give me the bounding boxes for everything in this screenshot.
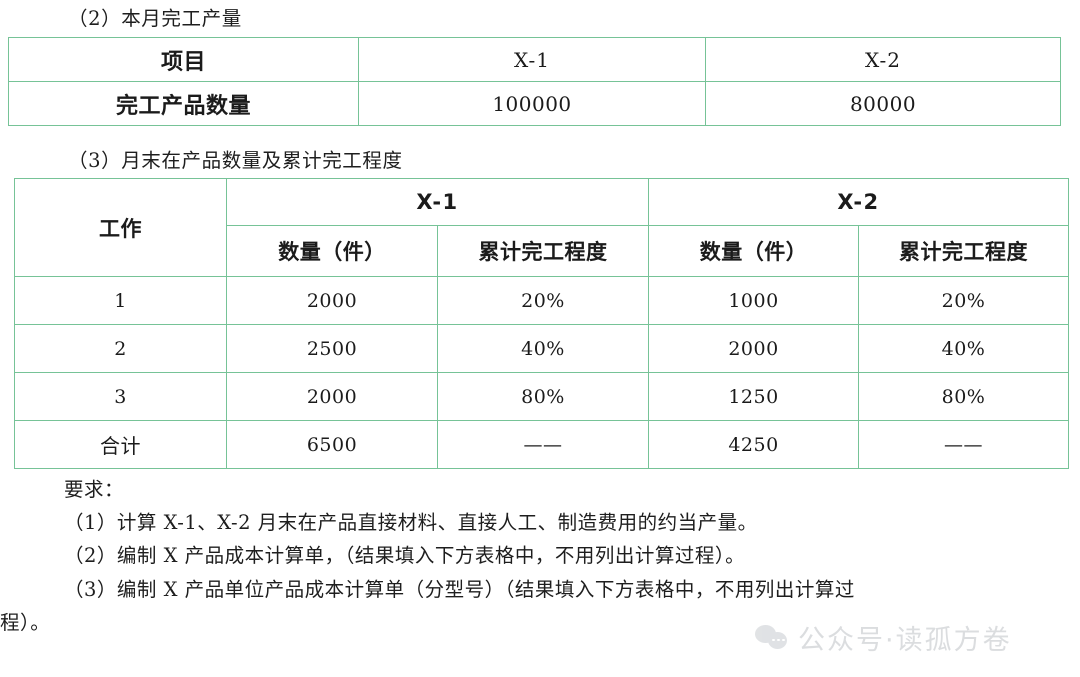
- row-label: 2: [14, 324, 227, 373]
- wip-quantity-completion-table: 工作 X-1 X-2 数量（件） 累计完工程度 数量（件） 累计完工程度 1 2…: [14, 178, 1069, 469]
- requirement-item-1: （1）计算 X-1、X-2 月末在产品直接材料、直接人工、制造费用的约当产量。: [64, 511, 758, 535]
- cell-x1-finished-qty: 100000: [358, 81, 706, 126]
- cell-x1-qty: 2500: [226, 324, 438, 373]
- table-header-row: 项目 X-1 X-2: [8, 37, 1061, 82]
- table-row: 2 2500 40% 2000 40%: [14, 324, 1069, 373]
- cell-x1-completion: 80%: [437, 372, 649, 421]
- requirement-item-2: （2）编制 X 产品成本计算单，（结果填入下方表格中，不用列出计算过程）。: [64, 544, 746, 568]
- subheader-x2-qty: 数量（件）: [648, 225, 859, 277]
- section-3-heading: （3）月末在产品数量及累计完工程度: [68, 149, 403, 172]
- cell-x2-completion: 20%: [858, 276, 1069, 325]
- cell-x1-qty: 2000: [226, 276, 438, 325]
- requirements-block: 要求： （1）计算 X-1、X-2 月末在产品直接材料、直接人工、制造费用的约当…: [0, 475, 1080, 641]
- subheader-x1-completion: 累计完工程度: [437, 225, 649, 277]
- table-row: 3 2000 80% 1250 80%: [14, 372, 1069, 421]
- requirement-item-3: （3）编制 X 产品单位产品成本计算单（分型号）（结果填入下方表格中，不用列出计…: [64, 577, 855, 601]
- cell-x2-completion: 40%: [858, 324, 1069, 373]
- row-label-finished-qty: 完工产品数量: [8, 81, 359, 126]
- subheader-x2-completion: 累计完工程度: [858, 225, 1069, 277]
- cell-x2-qty-total: 4250: [648, 420, 859, 469]
- header-cell-item: 项目: [8, 37, 359, 82]
- cell-x1-qty-total: 6500: [226, 420, 438, 469]
- requirement-item-3-continuation: 程）。: [0, 610, 51, 634]
- subheader-x1-qty: 数量（件）: [226, 225, 438, 277]
- cell-x1-completion: 20%: [437, 276, 649, 325]
- completed-output-table: 项目 X-1 X-2 完工产品数量 100000 80000: [8, 37, 1061, 126]
- group-header-x1: X-1: [226, 178, 649, 226]
- table-row: 完工产品数量 100000 80000: [8, 81, 1061, 126]
- header-cell-x1: X-1: [358, 37, 706, 82]
- table-row: 1 2000 20% 1000 20%: [14, 276, 1069, 325]
- row-label: 3: [14, 372, 227, 421]
- cell-x1-qty: 2000: [226, 372, 438, 421]
- table-total-row: 合计 6500 —— 4250 ——: [14, 420, 1069, 469]
- row-label-total: 合计: [14, 420, 227, 469]
- cell-x2-qty: 1250: [648, 372, 859, 421]
- header-cell-x2: X-2: [705, 37, 1061, 82]
- cell-x1-completion: 40%: [437, 324, 649, 373]
- cell-x2-qty: 2000: [648, 324, 859, 373]
- cell-x1-completion-total: ——: [437, 420, 649, 469]
- requirements-title: 要求：: [64, 478, 125, 501]
- cell-x2-completion: 80%: [858, 372, 1069, 421]
- group-header-x2: X-2: [648, 178, 1069, 226]
- section-2-heading: （2）本月完工产量: [68, 7, 242, 30]
- cell-x2-completion-total: ——: [858, 420, 1069, 469]
- cell-x2-qty: 1000: [648, 276, 859, 325]
- row-label: 1: [14, 276, 227, 325]
- header-cell-work: 工作: [14, 178, 227, 277]
- table-group-header-row: 工作 X-1 X-2: [14, 178, 1069, 277]
- cell-x2-finished-qty: 80000: [705, 81, 1061, 126]
